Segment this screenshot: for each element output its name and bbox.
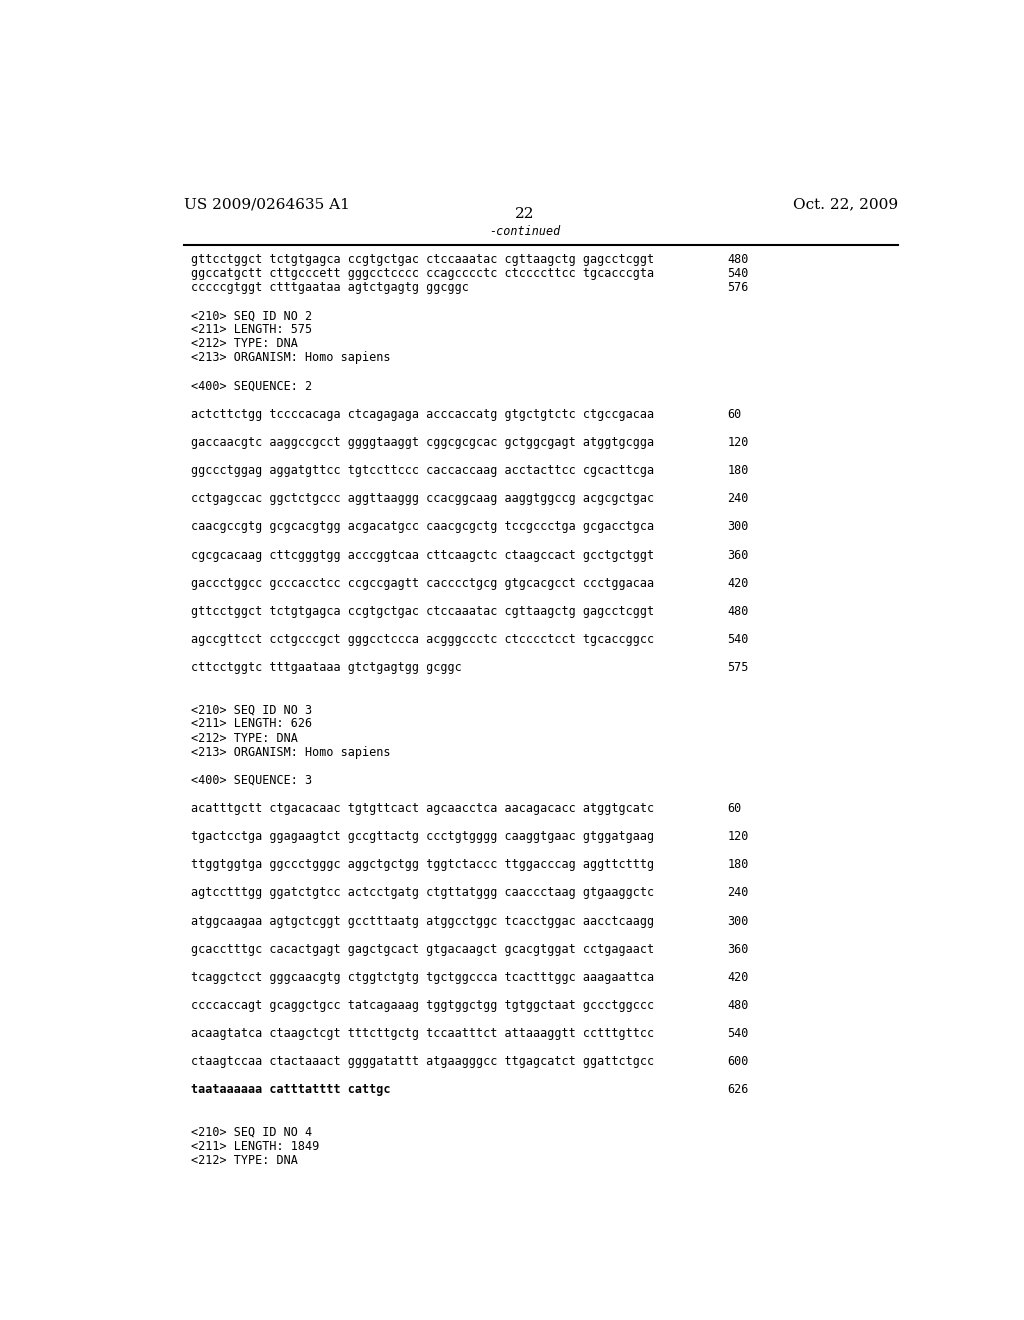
Text: tcaggctcct gggcaacgtg ctggtctgtg tgctggccca tcactttggc aaagaattca: tcaggctcct gggcaacgtg ctggtctgtg tgctggc… [191,970,654,983]
Text: taataaaaaa catttatttt cattgc: taataaaaaa catttatttt cattgc [191,1084,391,1097]
Text: Oct. 22, 2009: Oct. 22, 2009 [793,197,898,211]
Text: -continued: -continued [489,224,560,238]
Text: <211> LENGTH: 575: <211> LENGTH: 575 [191,323,312,337]
Text: 360: 360 [727,942,749,956]
Text: <400> SEQUENCE: 3: <400> SEQUENCE: 3 [191,774,312,787]
Text: <212> TYPE: DNA: <212> TYPE: DNA [191,338,298,350]
Text: ggccctggag aggatgttcc tgtccttccc caccaccaag acctacttcc cgcacttcga: ggccctggag aggatgttcc tgtccttccc caccacc… [191,465,654,477]
Text: <213> ORGANISM: Homo sapiens: <213> ORGANISM: Homo sapiens [191,746,391,759]
Text: 575: 575 [727,661,749,675]
Text: agtcctttgg ggatctgtcc actcctgatg ctgttatggg caaccctaag gtgaaggctc: agtcctttgg ggatctgtcc actcctgatg ctgttat… [191,887,654,899]
Text: 22: 22 [515,207,535,222]
Text: 300: 300 [727,915,749,928]
Text: gcacctttgc cacactgagt gagctgcact gtgacaagct gcacgtggat cctgagaact: gcacctttgc cacactgagt gagctgcact gtgacaa… [191,942,654,956]
Text: cctgagccac ggctctgccc aggttaaggg ccacggcaag aaggtggccg acgcgctgac: cctgagccac ggctctgccc aggttaaggg ccacggc… [191,492,654,506]
Text: 240: 240 [727,492,749,506]
Text: <212> TYPE: DNA: <212> TYPE: DNA [191,1154,298,1167]
Text: actcttctgg tccccacaga ctcagagaga acccaccatg gtgctgtctc ctgccgacaa: actcttctgg tccccacaga ctcagagaga acccacc… [191,408,654,421]
Text: 180: 180 [727,858,749,871]
Text: 120: 120 [727,436,749,449]
Text: ggccatgctt cttgcccett gggcctcccc ccagcccctc ctccccttcc tgcacccgta: ggccatgctt cttgcccett gggcctcccc ccagccc… [191,267,654,280]
Text: 480: 480 [727,605,749,618]
Text: 480: 480 [727,999,749,1012]
Text: 60: 60 [727,803,741,814]
Text: atggcaagaa agtgctcggt gcctttaatg atggcctggc tcacctggac aacctcaagg: atggcaagaa agtgctcggt gcctttaatg atggcct… [191,915,654,928]
Text: 180: 180 [727,465,749,477]
Text: acatttgctt ctgacacaac tgtgttcact agcaacctca aacagacacc atggtgcatc: acatttgctt ctgacacaac tgtgttcact agcaacc… [191,803,654,814]
Text: <213> ORGANISM: Homo sapiens: <213> ORGANISM: Homo sapiens [191,351,391,364]
Text: <211> LENGTH: 1849: <211> LENGTH: 1849 [191,1139,319,1152]
Text: acaagtatca ctaagctcgt tttcttgctg tccaatttct attaaaggtt cctttgttcc: acaagtatca ctaagctcgt tttcttgctg tccaatt… [191,1027,654,1040]
Text: 540: 540 [727,267,749,280]
Text: US 2009/0264635 A1: US 2009/0264635 A1 [183,197,349,211]
Text: <210> SEQ ID NO 4: <210> SEQ ID NO 4 [191,1126,312,1139]
Text: cgcgcacaag cttcgggtgg acccggtcaa cttcaagctc ctaagccact gcctgctggt: cgcgcacaag cttcgggtgg acccggtcaa cttcaag… [191,549,654,561]
Text: 540: 540 [727,634,749,645]
Text: tgactcctga ggagaagtct gccgttactg ccctgtgggg caaggtgaac gtggatgaag: tgactcctga ggagaagtct gccgttactg ccctgtg… [191,830,654,843]
Text: 240: 240 [727,887,749,899]
Text: <210> SEQ ID NO 3: <210> SEQ ID NO 3 [191,704,312,717]
Text: gttcctggct tctgtgagca ccgtgctgac ctccaaatac cgttaagctg gagcctcggt: gttcctggct tctgtgagca ccgtgctgac ctccaaa… [191,253,654,265]
Text: <211> LENGTH: 626: <211> LENGTH: 626 [191,718,312,730]
Text: caacgccgtg gcgcacgtgg acgacatgcc caacgcgctg tccgccctga gcgacctgca: caacgccgtg gcgcacgtgg acgacatgcc caacgcg… [191,520,654,533]
Text: gaccaacgtc aaggccgcct ggggtaaggt cggcgcgcac gctggcgagt atggtgcgga: gaccaacgtc aaggccgcct ggggtaaggt cggcgcg… [191,436,654,449]
Text: ctaagtccaa ctactaaact ggggatattt atgaagggcc ttgagcatct ggattctgcc: ctaagtccaa ctactaaact ggggatattt atgaagg… [191,1055,654,1068]
Text: <212> TYPE: DNA: <212> TYPE: DNA [191,731,298,744]
Text: 60: 60 [727,408,741,421]
Text: 300: 300 [727,520,749,533]
Text: 576: 576 [727,281,749,294]
Text: gaccctggcc gcccacctcc ccgccgagtt cacccctgcg gtgcacgcct ccctggacaa: gaccctggcc gcccacctcc ccgccgagtt cacccct… [191,577,654,590]
Text: ttggtggtga ggccctgggc aggctgctgg tggtctaccc ttggacccag aggttctttg: ttggtggtga ggccctgggc aggctgctgg tggtcta… [191,858,654,871]
Text: 360: 360 [727,549,749,561]
Text: <400> SEQUENCE: 2: <400> SEQUENCE: 2 [191,380,312,392]
Text: <210> SEQ ID NO 2: <210> SEQ ID NO 2 [191,309,312,322]
Text: 600: 600 [727,1055,749,1068]
Text: gttcctggct tctgtgagca ccgtgctgac ctccaaatac cgttaagctg gagcctcggt: gttcctggct tctgtgagca ccgtgctgac ctccaaa… [191,605,654,618]
Text: 420: 420 [727,970,749,983]
Text: 480: 480 [727,253,749,265]
Text: agccgttcct cctgcccgct gggcctccca acgggccctc ctcccctcct tgcaccggcc: agccgttcct cctgcccgct gggcctccca acgggcc… [191,634,654,645]
Text: ccccaccagt gcaggctgcc tatcagaaag tggtggctgg tgtggctaat gccctggccc: ccccaccagt gcaggctgcc tatcagaaag tggtggc… [191,999,654,1012]
Text: cccccgtggt ctttgaataa agtctgagtg ggcggc: cccccgtggt ctttgaataa agtctgagtg ggcggc [191,281,469,294]
Text: cttcctggtc tttgaataaa gtctgagtgg gcggc: cttcctggtc tttgaataaa gtctgagtgg gcggc [191,661,462,675]
Text: 540: 540 [727,1027,749,1040]
Text: 626: 626 [727,1084,749,1097]
Text: 420: 420 [727,577,749,590]
Text: 120: 120 [727,830,749,843]
